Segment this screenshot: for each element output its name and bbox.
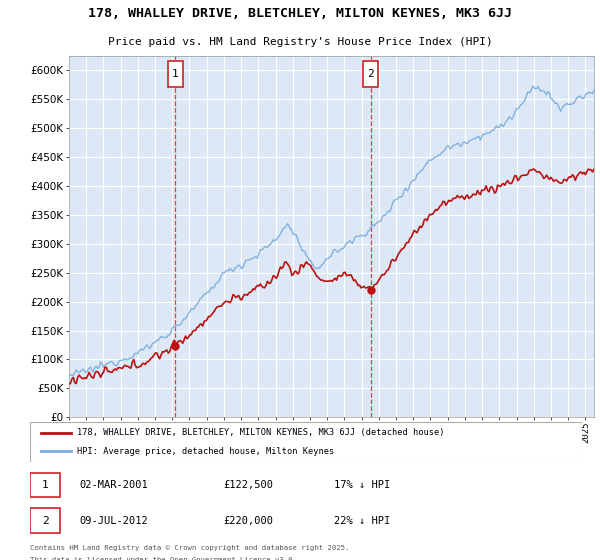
Text: Price paid vs. HM Land Registry's House Price Index (HPI): Price paid vs. HM Land Registry's House … [107, 37, 493, 47]
Text: This data is licensed under the Open Government Licence v3.0.: This data is licensed under the Open Gov… [30, 557, 297, 560]
Text: £122,500: £122,500 [223, 480, 273, 490]
FancyBboxPatch shape [363, 60, 378, 87]
Text: 178, WHALLEY DRIVE, BLETCHLEY, MILTON KEYNES, MK3 6JJ: 178, WHALLEY DRIVE, BLETCHLEY, MILTON KE… [88, 7, 512, 20]
Text: 2: 2 [42, 516, 49, 525]
FancyBboxPatch shape [168, 60, 182, 87]
Text: 2: 2 [367, 69, 374, 79]
Text: 09-JUL-2012: 09-JUL-2012 [80, 516, 148, 525]
Text: 178, WHALLEY DRIVE, BLETCHLEY, MILTON KEYNES, MK3 6JJ (detached house): 178, WHALLEY DRIVE, BLETCHLEY, MILTON KE… [77, 428, 445, 437]
Text: £220,000: £220,000 [223, 516, 273, 525]
Text: 22% ↓ HPI: 22% ↓ HPI [334, 516, 390, 525]
FancyBboxPatch shape [30, 508, 61, 533]
Text: 1: 1 [172, 69, 179, 79]
Text: 17% ↓ HPI: 17% ↓ HPI [334, 480, 390, 490]
Text: Contains HM Land Registry data © Crown copyright and database right 2025.: Contains HM Land Registry data © Crown c… [30, 545, 349, 551]
FancyBboxPatch shape [30, 422, 582, 462]
Text: 02-MAR-2001: 02-MAR-2001 [80, 480, 148, 490]
Text: 1: 1 [42, 480, 49, 490]
FancyBboxPatch shape [30, 473, 61, 497]
Text: HPI: Average price, detached house, Milton Keynes: HPI: Average price, detached house, Milt… [77, 447, 334, 456]
